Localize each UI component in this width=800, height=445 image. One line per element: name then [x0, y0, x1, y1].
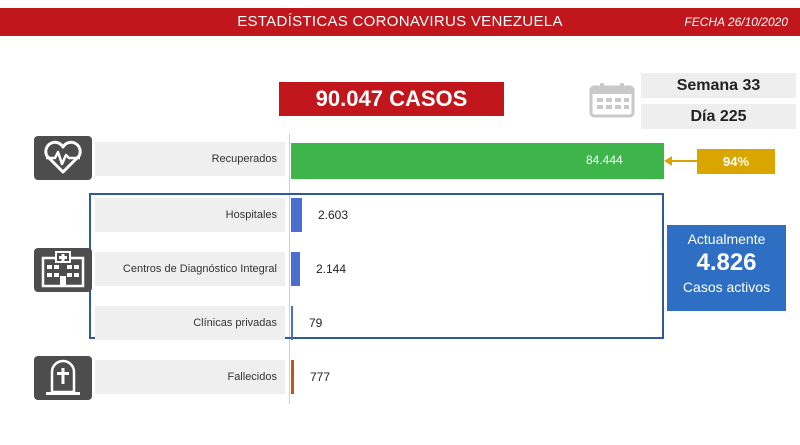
pct-arrowhead: [664, 156, 672, 166]
active-cases-line2: Casos activos: [682, 279, 771, 295]
active-cases-box: Actualmente 4.826 Casos activos: [667, 225, 786, 311]
chart-axis: [289, 134, 290, 404]
header-bar: ESTADÍSTICAS CORONAVIRUS VENEZUELA FECHA…: [0, 8, 800, 36]
bar-hospitales: [291, 198, 302, 232]
calendar-icon: [589, 82, 635, 118]
day-indicator: Día 225: [641, 104, 796, 129]
tombstone-icon: [34, 356, 92, 400]
week-indicator: Semana 33: [641, 73, 796, 98]
row-label-recuperados: Recuperados: [95, 142, 285, 176]
active-cases-value: 4.826: [696, 249, 757, 276]
row-label-fallecidos: Fallecidos: [95, 360, 285, 394]
value-label-hospitales: 2.603: [318, 208, 349, 222]
row-label-hospitales: Hospitales: [95, 198, 285, 232]
page-title: ESTADÍSTICAS CORONAVIRUS VENEZUELA: [237, 13, 563, 30]
heart-monitor-icon: [34, 136, 92, 180]
bar-fallecidos: [291, 360, 294, 394]
value-label-cdi: 2.144: [316, 262, 347, 276]
recovered-percent-badge: 94%: [697, 149, 775, 174]
bar-clinicas: [291, 306, 293, 340]
value-label-fallecidos: 777: [310, 370, 331, 384]
hospital-icon: [34, 248, 92, 292]
active-cases-line1: Actualmente: [687, 231, 766, 247]
bar-recuperados: [291, 143, 664, 179]
total-cases-badge: 90.047 CASOS: [279, 82, 504, 116]
bar-cdi: [291, 252, 300, 286]
report-date: FECHA 26/10/2020: [684, 15, 788, 29]
row-label-cdi: Centros de Diagnóstico Integral: [95, 252, 285, 286]
value-label-clinicas: 79: [309, 316, 323, 330]
row-label-clinicas: Clínicas privadas: [95, 306, 285, 340]
pct-arrow: [667, 160, 697, 162]
value-label-recuperados: 84.444: [586, 153, 623, 167]
